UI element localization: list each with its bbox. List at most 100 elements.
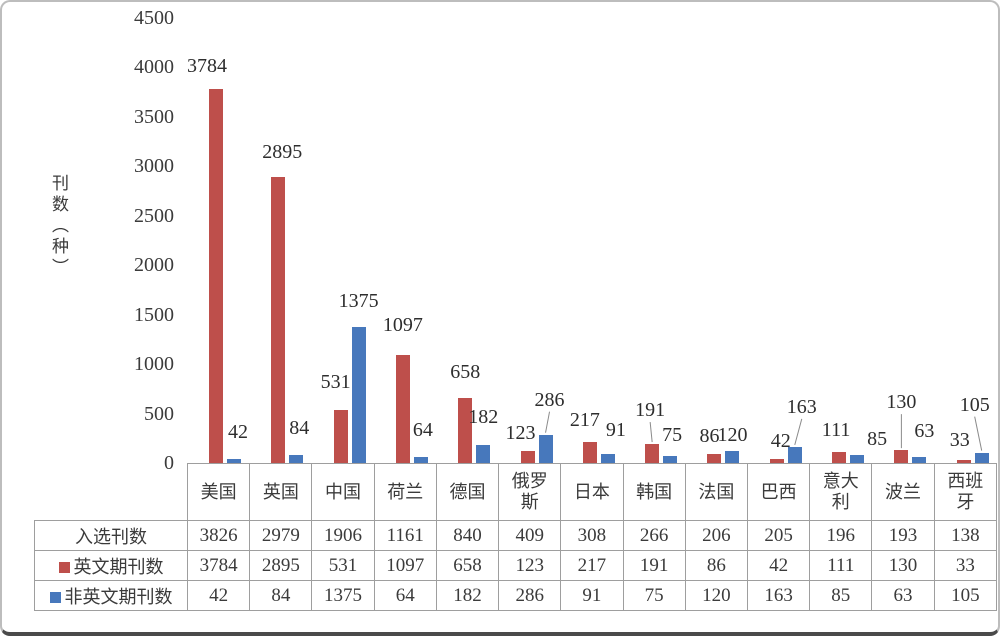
category-header: 法国: [684, 463, 748, 521]
bar-english-journals: [645, 444, 660, 463]
table-cell-value: 3826: [186, 520, 251, 551]
bar-english-journals: [458, 397, 473, 463]
table-cell-value: 84: [249, 580, 313, 611]
label-leader-line: [794, 418, 803, 446]
bar-non-english-journals: [850, 454, 865, 463]
label-leader-line: [545, 411, 551, 433]
y-tick-label: 0: [164, 452, 174, 474]
bar-non-english-journals: [725, 451, 740, 463]
bar-value-label: 130: [886, 391, 917, 414]
table-cell-value: 111: [809, 550, 873, 581]
bar-english-journals: [395, 354, 410, 463]
y-tick-label: 3000: [134, 155, 174, 178]
category-header: 日本: [560, 463, 624, 521]
bar-non-english-journals: [663, 455, 678, 463]
bar-value-label: 86: [699, 425, 720, 448]
category-header: 西班 牙: [933, 463, 998, 521]
bar-english-journals: [271, 176, 286, 463]
category-header: 意大 利: [809, 463, 873, 521]
table-cell-value: 286: [498, 580, 562, 611]
bar-non-english-journals: [476, 445, 491, 463]
row-label: 英文期刊数: [34, 550, 188, 581]
bar-value-label: 105: [959, 393, 990, 416]
category-header: 波兰: [871, 463, 935, 521]
bar-value-label: 63: [914, 419, 935, 442]
y-axis-title: 刊数（种）: [49, 174, 68, 279]
bar-english-journals: [209, 88, 223, 463]
bar-value-label: 42: [228, 420, 248, 443]
table-cell-value: 658: [435, 550, 500, 581]
table-cell-value: 409: [498, 520, 562, 551]
table-cell-value: 138: [933, 520, 998, 551]
bar-non-english-journals: [413, 456, 428, 463]
table-cell-value: 308: [560, 520, 624, 551]
category-header: 荷兰: [373, 463, 437, 521]
table-cell-value: 91: [560, 580, 624, 611]
table-cell-value: 840: [435, 520, 500, 551]
table-cell-value: 75: [622, 580, 686, 611]
table-cell-value: 33: [933, 550, 998, 581]
bar-value-label: 217: [569, 408, 600, 431]
bar-english-journals: [333, 410, 348, 463]
table-cell-value: 123: [498, 550, 562, 581]
table-cell-value: 196: [809, 520, 873, 551]
table-cell-value: 63: [871, 580, 935, 611]
table-cell-value: 531: [311, 550, 375, 581]
bar-value-label: 286: [534, 388, 565, 411]
bar-english-journals: [707, 454, 722, 463]
y-tick-label: 4500: [134, 7, 174, 29]
legend-marker-icon: [58, 561, 70, 573]
table-cell-value: 64: [373, 580, 437, 611]
table-cell-value: 42: [746, 550, 811, 581]
row-label: 入选刊数: [34, 520, 188, 551]
bar-non-english-journals: [974, 452, 989, 463]
bar-value-label: 658: [450, 360, 481, 383]
table-corner-blank: [35, 464, 188, 521]
table-cell-value: 163: [746, 580, 811, 611]
table-cell-value: 182: [435, 580, 500, 611]
category-header: 中国: [311, 463, 375, 521]
bar-value-label: 85: [867, 427, 888, 450]
table-cell-value: 191: [622, 550, 686, 581]
bar-english-journals: [894, 450, 909, 463]
bar-english-journals: [582, 441, 597, 463]
bar-value-label: 42: [770, 429, 791, 452]
y-tick-label: 1000: [134, 353, 174, 376]
table-cell-value: 105: [933, 580, 998, 611]
table-cell-value: 1097: [373, 550, 437, 581]
bar-value-label: 64: [412, 418, 433, 441]
table-cell-value: 42: [186, 580, 251, 611]
bar-value-label: 75: [662, 423, 683, 446]
bar-non-english-journals: [227, 458, 241, 463]
y-tick-label: 3500: [134, 105, 174, 128]
bar-value-label: 91: [605, 419, 626, 441]
bar-non-english-journals: [912, 456, 927, 463]
y-tick-label: 2500: [134, 204, 174, 227]
category-header: 美国: [186, 463, 251, 521]
y-tick-label: 500: [144, 402, 174, 425]
table-cell-value: 193: [871, 520, 935, 551]
table-cell-value: 206: [684, 520, 748, 551]
category-header: 俄罗 斯: [498, 463, 562, 521]
bar-english-journals: [520, 450, 535, 463]
y-tick-label: 1500: [134, 303, 174, 326]
table-cell-value: 1375: [311, 580, 375, 611]
bar-non-english-journals: [600, 454, 615, 463]
table-cell-value: 130: [871, 550, 935, 581]
bar-english-journals: [832, 452, 847, 463]
table-cell-value: 2979: [249, 520, 313, 551]
y-tick-label: 4000: [134, 56, 174, 79]
legend-marker-icon: [49, 591, 61, 603]
table-cell-value: 217: [560, 550, 624, 581]
table-cell-value: 266: [622, 520, 686, 551]
table-cell-value: 2895: [249, 550, 313, 581]
bar-value-label: 1375: [338, 290, 379, 313]
category-header: 德国: [435, 463, 500, 521]
bar-value-label: 191: [635, 399, 666, 422]
label-leader-line: [649, 422, 653, 443]
category-header: 韩国: [622, 463, 686, 521]
bar-value-label: 2895: [262, 140, 303, 163]
bar-non-english-journals: [787, 446, 802, 463]
table-cell-value: 1906: [311, 520, 375, 551]
